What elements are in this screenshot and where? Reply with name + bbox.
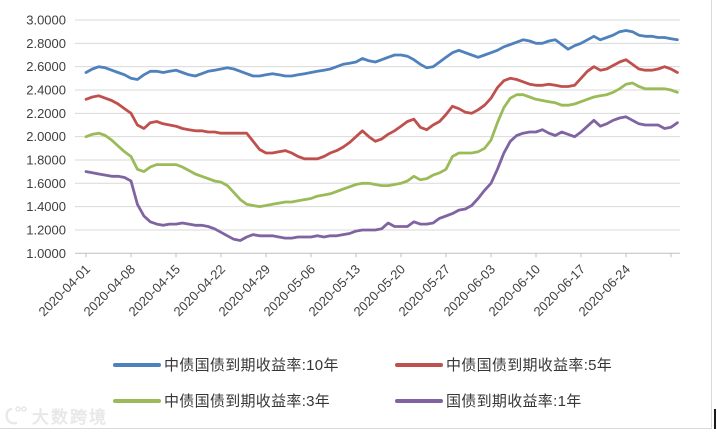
legend-item-3y: 中债国债到期收益率:3年 bbox=[113, 391, 395, 410]
y-tick-label: 3.0000 bbox=[26, 13, 66, 28]
x-axis-ticks bbox=[85, 253, 672, 258]
legend-item-5y: 中债国债到期收益率:5年 bbox=[395, 355, 612, 374]
y-tick-label: 1.0000 bbox=[26, 246, 66, 261]
series-line-2 bbox=[84, 81, 679, 209]
y-tick-label: 1.8000 bbox=[26, 152, 66, 167]
edge-cursor-mark bbox=[714, 409, 716, 429]
legend-swatch-5y bbox=[395, 362, 443, 367]
chart-frame-border-right bbox=[711, 0, 712, 429]
legend-label-5y: 中债国债到期收益率:5年 bbox=[446, 357, 613, 374]
y-tick-label: 2.4000 bbox=[26, 82, 66, 97]
series-lines bbox=[84, 29, 679, 242]
chart-frame-border-bottom bbox=[0, 428, 712, 429]
y-tick-label: 2.0000 bbox=[26, 129, 66, 144]
legend-item-10y: 中债国债到期收益率:10年 bbox=[113, 355, 395, 374]
legend-label-10y: 中债国债到期收益率:10年 bbox=[164, 357, 339, 374]
series-line-3 bbox=[84, 115, 679, 242]
legend-swatch-10y bbox=[113, 362, 161, 367]
series-line-0 bbox=[84, 29, 679, 81]
y-tick-label: 1.6000 bbox=[26, 176, 66, 191]
y-tick-label: 2.8000 bbox=[26, 36, 66, 51]
y-tick-label: 2.6000 bbox=[26, 59, 66, 74]
y-tick-label: 1.4000 bbox=[26, 199, 66, 214]
legend-label-1y: 国债到期收益率:1年 bbox=[446, 393, 582, 410]
y-axis-labels: 3.0000 2.8000 2.6000 2.4000 2.2000 2.0000 1.80… bbox=[26, 13, 66, 261]
gridlines bbox=[75, 19, 680, 254]
chart-legend: 中债国债到期收益率:10年 中债国债到期收益率:5年 中债国债到期收益率:3年 … bbox=[113, 355, 612, 410]
legend-swatch-3y bbox=[113, 398, 161, 403]
legend-swatch-1y bbox=[395, 398, 443, 403]
legend-label-3y: 中债国债到期收益率:3年 bbox=[164, 393, 331, 410]
series-line-1 bbox=[84, 58, 679, 161]
y-tick-label: 1.2000 bbox=[26, 222, 66, 237]
legend-item-1y: 国债到期收益率:1年 bbox=[395, 391, 612, 410]
y-tick-label: 2.2000 bbox=[26, 106, 66, 121]
x-axis-labels: 2020-04-012020-04-082020-04-152020-04-22… bbox=[35, 262, 633, 320]
